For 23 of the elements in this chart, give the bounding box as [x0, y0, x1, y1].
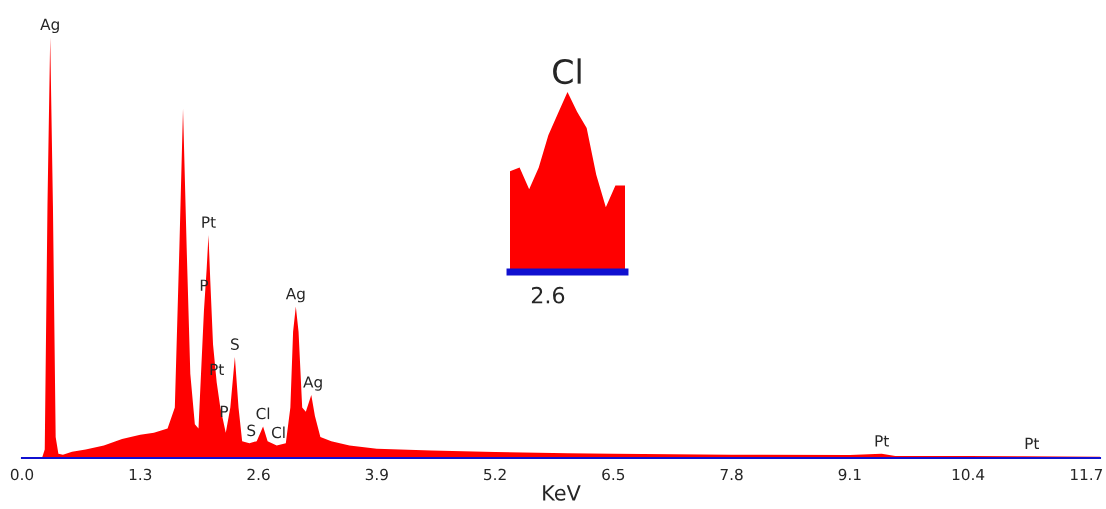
- x-axis-title: KeV: [543, 485, 581, 501]
- x-tick-label: 1.3: [129, 468, 152, 481]
- x-tick-label: 9.1: [838, 468, 861, 481]
- x-tick-label: 10.4: [952, 468, 985, 481]
- x-tick-label: 5.2: [484, 468, 506, 481]
- x-tick-label: 3.9: [365, 468, 388, 481]
- annotation: Cl: [256, 407, 270, 420]
- chart-title: Cl: [553, 58, 581, 85]
- x-tick-label: 0.0: [10, 468, 34, 481]
- annotation: Ag: [40, 18, 59, 34]
- annotation: S: [247, 424, 256, 437]
- x-tick-label: 2.6: [247, 468, 270, 481]
- annotation: Cl: [271, 426, 285, 439]
- annotation: Ag: [285, 288, 305, 303]
- annotation: Pt: [1025, 437, 1040, 449]
- annotation: Ag: [303, 376, 322, 391]
- x-tick-label: 11.7: [1071, 468, 1103, 481]
- x-tick-label: 6.5: [602, 468, 625, 481]
- annotation: 2.6: [531, 286, 565, 304]
- annotation: Pt: [875, 435, 889, 447]
- x-tick-label: 7.8: [720, 468, 743, 481]
- annotation: S: [231, 338, 239, 350]
- annotation: Pt: [202, 216, 216, 228]
